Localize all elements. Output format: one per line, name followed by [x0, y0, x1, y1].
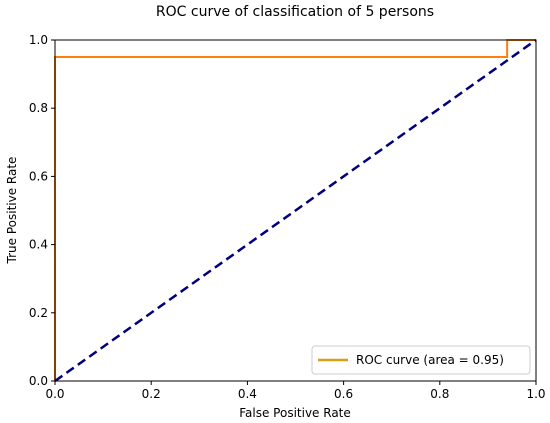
plot-frame [54, 39, 537, 382]
x-axis: 0.0 0.2 0.4 0.6 0.8 1.0 [45, 381, 546, 401]
series-layer [54, 38, 537, 383]
y-tick-label: 0.0 [29, 374, 48, 388]
y-axis: 0.0 0.2 0.4 0.6 0.8 1.0 [29, 33, 55, 388]
x-tick-label: 0.0 [45, 387, 64, 401]
x-tick-label: 0.4 [238, 387, 257, 401]
legend-box [311, 345, 531, 375]
y-tick-label: 0.4 [29, 238, 48, 252]
x-tick-label: 0.6 [334, 387, 353, 401]
legend: ROC curve (area = 0.95) [311, 345, 531, 375]
y-tick-label: 0.2 [29, 306, 48, 320]
legend-entry-roc: ROC curve (area = 0.95) [356, 353, 504, 367]
chance-diagonal-line [54, 38, 537, 383]
x-tick-label: 1.0 [526, 387, 545, 401]
x-axis-label: False Positive Rate [239, 406, 351, 420]
chart-title: ROC curve of classification of 5 persons [156, 4, 434, 20]
y-tick-label: 0.8 [29, 101, 48, 115]
y-tick-label: 1.0 [29, 33, 48, 47]
x-tick-label: 0.8 [430, 387, 449, 401]
x-tick-label: 0.2 [142, 387, 161, 401]
y-tick-label: 0.6 [29, 169, 48, 183]
y-axis-label: True Positive Rate [5, 157, 19, 265]
